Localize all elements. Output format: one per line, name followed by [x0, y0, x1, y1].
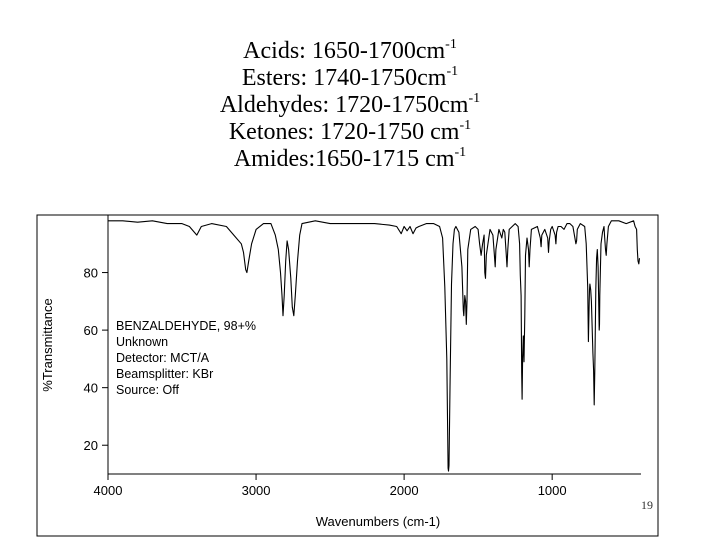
esters-range-text: Esters: 1740-1750cm [241, 65, 447, 91]
x-tick-label: 1000 [538, 483, 567, 498]
figure-frame [36, 214, 659, 537]
y-axis: 80 60 40 20 [84, 266, 108, 453]
y-tick-label: 20 [84, 438, 98, 453]
amides-range-text: Amides:1650-1715 cm [233, 146, 455, 172]
ketones-range-unit-exponent: -1 [459, 118, 472, 133]
aldehydes-range-text: Aldehydes: 1720-1750cm [219, 92, 469, 118]
y-tick-label: 60 [84, 323, 98, 338]
x-axis-title: Wavenumbers (cm-1) [316, 514, 440, 529]
x-tick-label: 4000 [94, 483, 123, 498]
y-tick-label: 80 [84, 266, 98, 281]
annotation-line: BENZALDEHYDE, 98+% [116, 319, 256, 333]
annotation-line: Detector: MCT/A [116, 351, 210, 365]
ketones-range-line: Ketones: 1720-1750 cm-1 [150, 119, 550, 146]
aldehydes-range-line: Aldehydes: 1720-1750cm-1 [150, 92, 550, 119]
aldehydes-range-unit-exponent: -1 [468, 91, 481, 106]
annotation-line: Source: Off [116, 383, 180, 397]
carbonyl-ranges-list: Acids: 1650-1700cm-1 Esters: 1740-1750cm… [150, 38, 550, 173]
x-axis: 4000 3000 2000 1000 [94, 474, 567, 498]
acids-range-line: Acids: 1650-1700cm-1 [150, 38, 550, 65]
amides-range-line: Amides:1650-1715 cm-1 [150, 146, 550, 173]
annotation-line: Unknown [116, 335, 168, 349]
acids-range-unit-exponent: -1 [445, 37, 457, 52]
spectrum-series-line [108, 220, 641, 472]
y-axis-title: %Transmittance [40, 298, 55, 391]
ketones-range-text: Ketones: 1720-1750 cm [228, 119, 460, 145]
sample-annotation: BENZALDEHYDE, 98+% Unknown Detector: MCT/A… [116, 319, 256, 397]
annotation-line: Beamsplitter: KBr [116, 367, 213, 381]
esters-range-unit-exponent: -1 [446, 64, 459, 79]
y-tick-label: 40 [84, 381, 98, 396]
x-tick-label: 3000 [242, 483, 271, 498]
x-tick-label: 2000 [390, 483, 419, 498]
esters-range-line: Esters: 1740-1750cm-1 [150, 65, 550, 92]
acids-range-text: Acids: 1650-1700cm [243, 38, 446, 64]
slide-number: 19 [641, 498, 653, 512]
amides-range-unit-exponent: -1 [454, 145, 467, 160]
